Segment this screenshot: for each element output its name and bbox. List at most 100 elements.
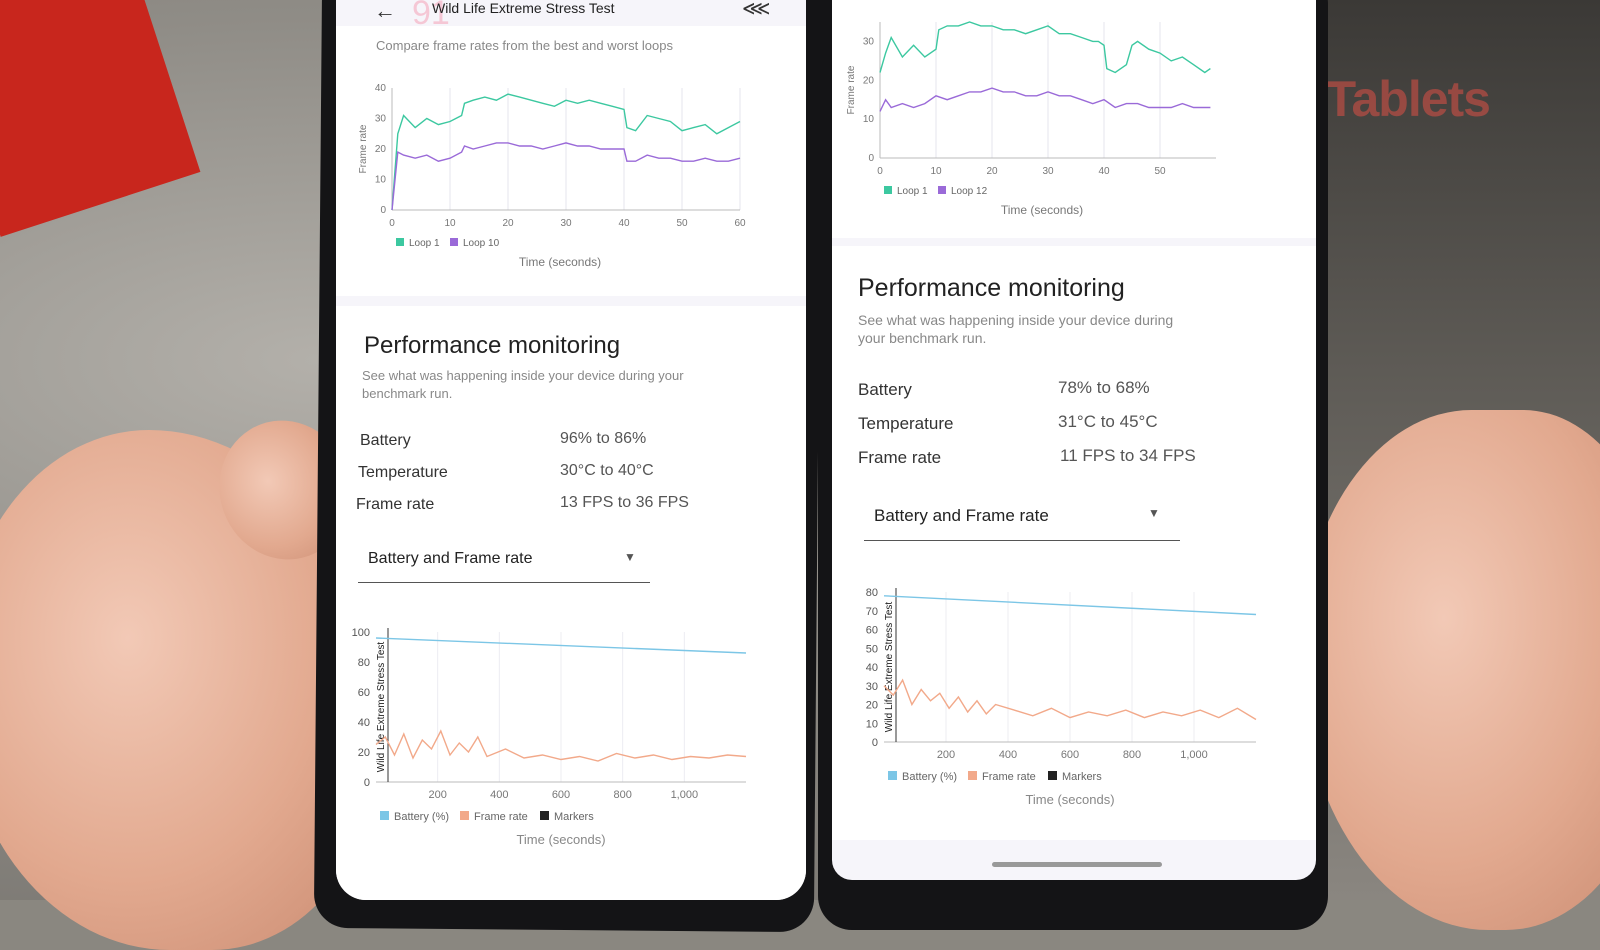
x-tick-label: 30	[560, 218, 572, 229]
x-tick-label: 10	[444, 218, 456, 229]
legend-label: Loop 12	[951, 186, 988, 197]
x-tick-label: 1,000	[671, 789, 699, 801]
series-line-1	[879, 21, 1211, 74]
x-tick-label: 200	[937, 749, 955, 761]
x-tick-label: 40	[1098, 166, 1110, 177]
y-tick-label: 0	[872, 737, 878, 749]
y-tick-label: 20	[375, 144, 387, 155]
y-tick-label: 10	[375, 175, 387, 186]
y-tick-label: 60	[358, 687, 370, 699]
dropdown-value: Battery and Frame rate	[874, 506, 1049, 525]
y-tick-label: 20	[863, 75, 875, 86]
chart-type-dropdown[interactable]: Battery and Frame rate ▼	[864, 496, 1180, 541]
stat-label-frame-rate: Frame rate	[356, 496, 435, 513]
x-tick-label: 600	[552, 789, 570, 801]
x-tick-label: 400	[999, 749, 1017, 761]
y-tick-label: 80	[866, 587, 878, 599]
stat-value-temperature: 31°C to 45°C	[1058, 412, 1158, 431]
left-phone-screen: 91 ← Wild Life Extreme Stress Test ⋘ Com…	[336, 0, 806, 900]
legend-label: Frame rate	[474, 811, 528, 823]
vertical-marker-label: Wild Life Extreme Stress Test	[376, 642, 387, 773]
loop-compare-card: 0 10 20 30 40 50 0 10 20 30 Frame rate Loop 1 Loop 1…	[832, 0, 1316, 238]
y-tick-label: 40	[375, 83, 387, 94]
y-tick-label: 60	[866, 625, 878, 637]
loop-frame-rate-chart: 0 10 20 30 40 50 0 10 20 30 Frame rate Loop 1 Loop 1…	[846, 21, 1216, 217]
stat-value-frame-rate: 11 FPS to 34 FPS	[1060, 446, 1196, 465]
y-tick-label: 0	[868, 153, 874, 164]
y-tick-label: 80	[358, 657, 370, 669]
legend-label: Markers	[1062, 771, 1102, 783]
x-tick-label: 0	[877, 166, 883, 177]
legend-label: Battery (%)	[394, 811, 449, 823]
dropdown-value: Battery and Frame rate	[368, 550, 533, 567]
series-line-2	[391, 142, 741, 211]
y-tick-label: 0	[364, 777, 370, 789]
series-line-2	[883, 678, 1257, 721]
y-tick-label: 40	[866, 662, 878, 674]
x-tick-label: 1,000	[1180, 749, 1208, 761]
stat-value-temperature: 30°C to 40°C	[560, 462, 654, 479]
stat-label-temperature: Temperature	[358, 464, 448, 481]
legend-swatch	[888, 771, 897, 780]
loop-compare-card: Compare frame rates from the best and wo…	[336, 26, 806, 296]
series-line-1	[883, 595, 1257, 616]
series-line-2	[879, 87, 1211, 112]
y-tick-label: 10	[866, 718, 878, 730]
legend-label: Loop 10	[463, 238, 500, 249]
stat-label-battery: Battery	[360, 432, 411, 449]
share-icon[interactable]: ⋘	[742, 0, 771, 20]
compare-subtitle: Compare frame rates from the best and wo…	[376, 38, 673, 53]
legend-swatch	[938, 186, 946, 194]
legend-swatch	[968, 771, 977, 780]
y-tick-label: 70	[866, 606, 878, 618]
dropdown-caret-icon: ▼	[1148, 506, 1160, 520]
performance-card: Performance monitoring See what was happ…	[832, 246, 1316, 840]
x-tick-label: 50	[676, 218, 688, 229]
stat-label-temperature: Temperature	[858, 414, 954, 433]
perf-desc-line1: See what was happening inside your devic…	[858, 312, 1174, 328]
x-tick-label: 0	[389, 218, 395, 229]
back-arrow-icon[interactable]: ←	[374, 0, 396, 23]
legend-label: Frame rate	[982, 771, 1036, 783]
legend-swatch	[460, 811, 469, 820]
y-tick-label: 30	[375, 114, 387, 125]
stat-value-battery: 96% to 86%	[560, 430, 647, 447]
y-tick-label: 0	[380, 205, 386, 216]
legend-label: Loop 1	[897, 186, 928, 197]
legend-swatch	[450, 238, 458, 246]
y-tick-label: 50	[866, 643, 878, 655]
series-line-1	[375, 637, 747, 654]
performance-card: Performance monitoring See what was happ…	[336, 306, 806, 900]
perf-title: Performance monitoring	[858, 274, 1125, 302]
legend-swatch	[396, 238, 404, 246]
legend-swatch	[380, 811, 389, 820]
x-axis-label: Time (seconds)	[519, 255, 601, 269]
x-tick-label: 600	[1061, 749, 1079, 761]
y-axis-label: Frame rate	[358, 124, 369, 173]
legend-swatch	[540, 811, 549, 820]
dropdown-caret-icon: ▼	[624, 550, 636, 564]
vertical-marker-label: Wild Life Extreme Stress Test	[884, 602, 895, 733]
x-tick-label: 60	[734, 218, 746, 229]
x-tick-label: 200	[428, 789, 446, 801]
x-tick-label: 400	[490, 789, 508, 801]
chart-type-dropdown[interactable]: Battery and Frame rate ▼	[358, 542, 650, 583]
x-tick-label: 10	[930, 166, 942, 177]
y-tick-label: 30	[863, 36, 875, 47]
x-tick-label: 40	[618, 218, 630, 229]
y-tick-label: 20	[866, 700, 878, 712]
perf-desc-line2: your benchmark run.	[858, 330, 987, 346]
legend-label: Markers	[554, 811, 594, 823]
stat-value-battery: 78% to 68%	[1058, 378, 1150, 397]
y-axis-label: Frame rate	[846, 65, 857, 114]
series-line-2	[375, 729, 747, 762]
home-indicator[interactable]	[992, 862, 1162, 867]
x-tick-label: 20	[986, 166, 998, 177]
legend-swatch	[884, 186, 892, 194]
x-tick-label: 20	[502, 218, 514, 229]
series-line-1	[391, 93, 741, 211]
y-tick-label: 40	[358, 717, 370, 729]
app-title: Wild Life Extreme Stress Test	[432, 0, 615, 16]
battery-frame-rate-chart: 200 400 600 800 1,000 0 20 40 60 80 100 Wild Life E…	[352, 627, 747, 847]
